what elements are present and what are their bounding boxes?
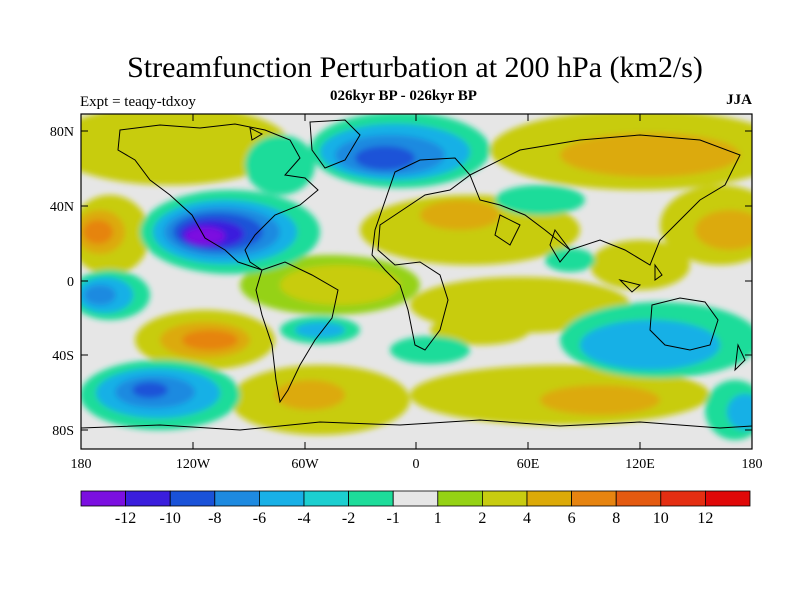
colorbar-label: -6 — [253, 510, 266, 527]
lat-label: 0 — [67, 275, 74, 290]
colorbar-swatch — [303, 490, 349, 507]
colorbar-swatch — [348, 490, 394, 507]
coastlines — [81, 119, 752, 431]
colorbar-swatch — [615, 490, 662, 507]
lon-label: 120E — [625, 457, 655, 472]
plot-title: Streamfunction Perturbation at 200 hPa (… — [127, 51, 703, 84]
lon-label: 60E — [517, 457, 540, 472]
colorbar-swatch — [481, 490, 528, 507]
colorbar-swatch — [214, 490, 260, 507]
colorbar-swatch — [526, 490, 572, 507]
colorbar-label: -12 — [115, 510, 136, 527]
colorbar-label: -8 — [208, 510, 221, 527]
lon-ticks — [192, 114, 641, 449]
colorbar: -12 -10 -8 -6 -4 -2 -1 1 2 4 6 8 10 12 — [80, 490, 751, 527]
colorbar-label: 4 — [523, 510, 531, 527]
lon-label: 120W — [176, 457, 211, 472]
lat-label: 40N — [50, 200, 74, 215]
colorbar-swatch — [705, 490, 751, 507]
colorbar-label: -2 — [342, 510, 355, 527]
colorbar-swatch — [571, 490, 617, 507]
colorbar-label: -1 — [387, 510, 400, 527]
streamfunction-field — [81, 114, 752, 449]
colorbar-swatch — [660, 490, 706, 507]
colorbar-swatch — [392, 490, 439, 507]
colorbar-swatch — [125, 490, 171, 507]
colorbar-swatch — [80, 490, 126, 507]
lon-label: 0 — [413, 457, 420, 472]
colorbar-label: -4 — [297, 510, 310, 527]
colorbar-swatch — [169, 490, 216, 507]
season-label: JJA — [726, 92, 752, 108]
lon-label: 60W — [291, 457, 319, 472]
lat-ticks — [81, 130, 752, 431]
colorbar-label: 10 — [653, 510, 669, 527]
experiment-label: Expt = teaqy-tdxoy — [80, 94, 196, 110]
colorbar-label: 8 — [612, 510, 620, 527]
lon-label: 180 — [71, 457, 92, 472]
colorbar-label: 6 — [568, 510, 576, 527]
colorbar-label: 2 — [478, 510, 486, 527]
lat-label: 80S — [52, 424, 74, 439]
lat-label: 40S — [52, 349, 74, 364]
colorbar-label: -10 — [160, 510, 181, 527]
colorbar-swatch — [258, 490, 305, 507]
lon-label: 180 — [742, 457, 763, 472]
lat-label: 80N — [50, 125, 74, 140]
colorbar-swatch — [437, 490, 483, 507]
plot-subtitle: 026kyr BP - 026kyr BP — [330, 88, 477, 104]
colorbar-label: 1 — [434, 510, 442, 527]
colorbar-label: 12 — [697, 510, 713, 527]
